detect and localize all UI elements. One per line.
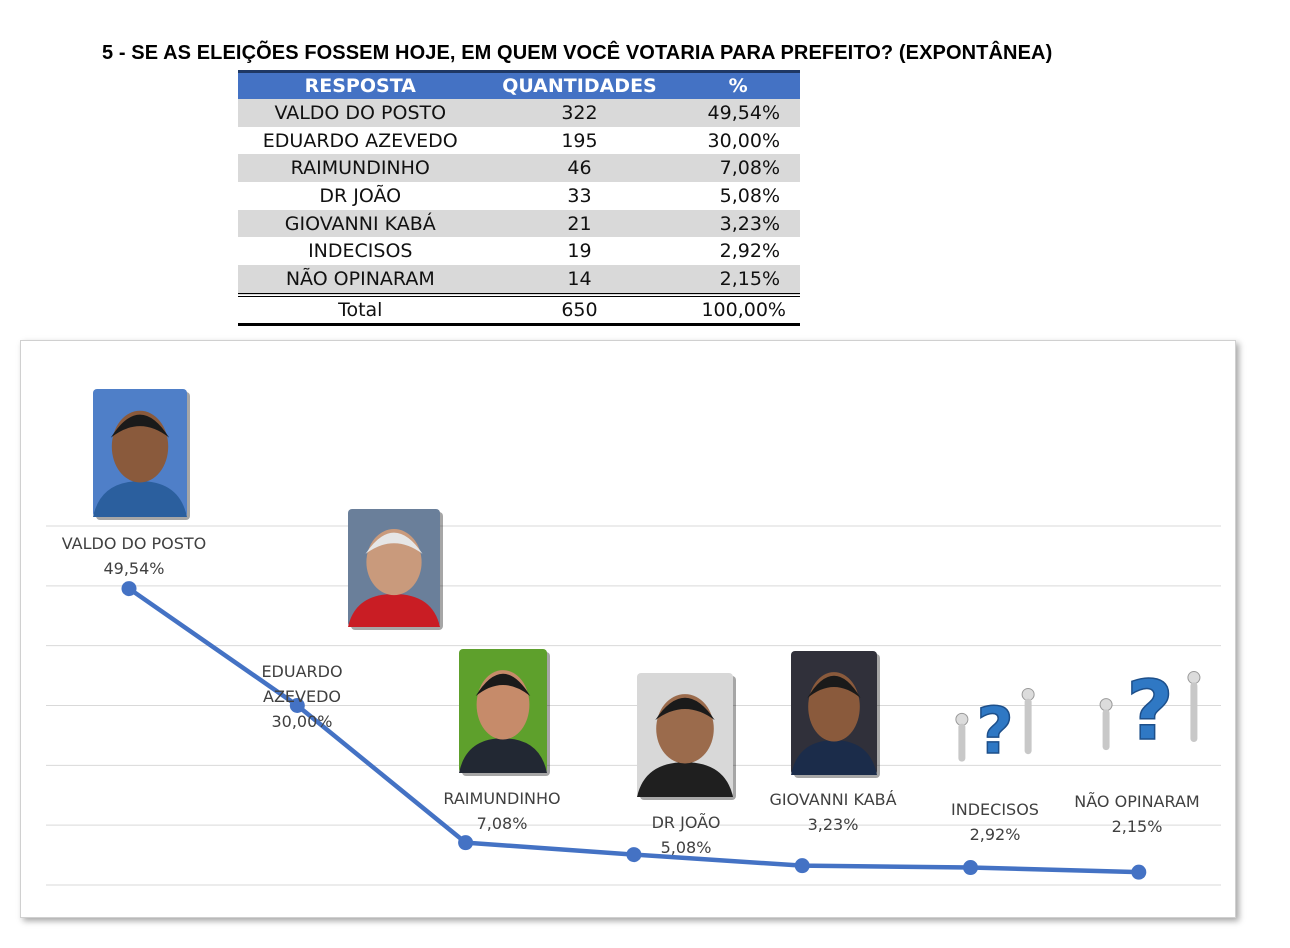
data-label: VALDO DO POSTO 49,54% [62,534,207,578]
photo-hair [475,673,531,697]
figure-head [1187,671,1201,685]
data-label-category: DR JOÃO [652,813,721,832]
question-mark-icon: ? [1126,664,1174,759]
cell-name: GIOVANNI KABÁ [238,209,483,238]
figure-head [1099,698,1113,712]
data-point [794,858,810,874]
person-photo [348,509,443,630]
cell-pct: 49,54% [676,99,800,127]
header-resposta: RESPOSTA [238,70,483,99]
gridlines [46,525,1221,886]
table-row: NÃO OPINARAM 14 2,15% [238,265,800,295]
cell-qty: 21 [482,209,677,238]
photo-shoulders [459,738,547,773]
photo-shoulders [93,481,187,517]
person-photo [459,649,550,776]
data-label-category: RAIMUNDINHO [443,789,560,808]
table-row: INDECISOS 19 2,92% [238,237,800,266]
data-point [1131,864,1147,880]
cell-name: NÃO OPINARAM [238,265,483,295]
cell-qty: 14 [482,265,677,295]
question-mark-figure: ? [1099,663,1201,760]
person-photo [93,389,190,520]
photo-hair [365,532,423,554]
data-label-category: NÃO OPINARAM [1074,792,1199,811]
photo-shoulders [348,593,440,627]
table-row: EDUARDO AZEVEDO 195 30,00% [238,126,800,155]
cell-pct: 7,08% [676,154,800,183]
total-label: Total [238,292,483,326]
data-label: INDECISOS 2,92% [951,800,1039,844]
cell-pct: 3,23% [676,209,800,238]
line-chart-panel: ?? VALDO DO POSTO 49,54% EDUARDO AZEVEDO 30,0… [20,340,1236,918]
data-label-value: 7,08% [477,814,528,833]
total-qty: 650 [482,292,677,326]
data-label-value: 3,23% [808,815,859,834]
cell-name: RAIMUNDINHO [238,154,483,183]
cell-qty: 46 [482,154,677,183]
data-point [626,847,642,863]
data-label: GIOVANNI KABÁ 3,23% [769,790,896,834]
cell-pct: 2,15% [676,265,800,295]
cell-name: EDUARDO AZEVEDO [238,126,483,155]
photo-shoulders [637,762,733,797]
cell-qty: 195 [482,126,677,155]
results-table: RESPOSTA QUANTIDADES % VALDO DO POSTO 32… [238,70,800,326]
person-photo [791,651,880,778]
cell-name: INDECISOS [238,237,483,266]
data-point [963,860,978,876]
photo-hair [807,675,861,699]
data-label-category: AZEVEDO [263,687,341,706]
table-total-row: Total 650 100,00% [238,292,800,326]
table-row: DR JOÃO 33 5,08% [238,182,800,210]
question-mark-icon: ? [976,695,1013,769]
data-label-category: VALDO DO POSTO [62,534,207,553]
table-header-row: RESPOSTA QUANTIDADES % [238,70,800,99]
header-quantidades: QUANTIDADES [482,70,677,99]
data-label-value: 5,08% [661,838,712,857]
data-point [121,581,137,597]
cell-name: VALDO DO POSTO [238,99,483,127]
data-label: RAIMUNDINHO 7,08% [443,789,560,833]
total-pct: 100,00% [676,292,800,326]
photo-hair [110,414,170,438]
cell-qty: 33 [482,182,677,210]
table-row: VALDO DO POSTO 322 49,54% [238,99,800,127]
table-row: RAIMUNDINHO 46 7,08% [238,154,800,183]
line-chart: ? ? VALDO DO POSTO 49,54% EDUARDO AZEVEDO 30,0… [46,389,1221,886]
header-percent: % [676,70,800,99]
cell-name: DR JOÃO [238,182,483,210]
data-label-value: 30,00% [271,712,332,731]
data-label-value: 2,92% [970,825,1021,844]
data-label: DR JOÃO 5,08% [652,813,721,857]
data-point [289,698,305,713]
data-label-value: 49,54% [103,559,164,578]
data-label-category: EDUARDO [261,662,342,681]
table-row: GIOVANNI KABÁ 21 3,23% [238,209,800,238]
cell-pct: 5,08% [676,182,800,210]
data-point [458,835,474,851]
photo-shoulders [791,740,877,775]
cell-qty: 19 [482,237,677,266]
cell-pct: 2,92% [676,237,800,266]
chart-title: 5 - SE AS ELEIÇÕES FOSSEM HOJE, EM QUEM … [102,42,1053,64]
data-label-value: 2,15% [1112,817,1163,836]
data-label: EDUARDO AZEVEDO 30,00% [261,662,342,731]
data-label-category: GIOVANNI KABÁ [769,790,896,809]
person-photo [637,673,736,800]
question-mark-figure: ? [955,687,1035,770]
data-label: NÃO OPINARAM 2,15% [1074,792,1199,836]
cell-qty: 322 [482,99,677,127]
cell-pct: 30,00% [676,126,800,155]
photo-hair [655,697,715,721]
data-label-category: INDECISOS [951,800,1039,819]
